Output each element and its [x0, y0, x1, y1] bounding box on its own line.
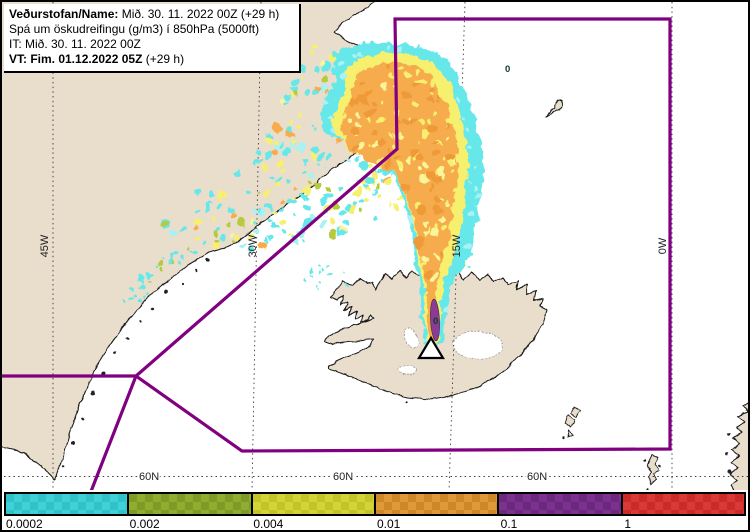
parallel-60n-label-1: 60N: [139, 471, 159, 483]
zero-contour-sea-label: 0: [505, 64, 510, 75]
meridian-30w-label: 30W: [247, 234, 259, 257]
concentration-legend-labels: 0.0002 0.002 0.004 0.01 0.1 1: [4, 517, 746, 531]
legend-value: 0.1: [500, 517, 518, 531]
legend-value: 1: [624, 517, 632, 531]
graticule-labels: 45W 30W 15W 0W 60N 60N 60N: [39, 234, 671, 484]
vent-concentration-streak: [430, 298, 440, 342]
meridian-45w-label: 45W: [39, 234, 51, 257]
advisory-boundary: [2, 17, 672, 495]
zero-contour-labels: 0 0: [433, 64, 510, 327]
boundary-extension-lines: [2, 374, 139, 495]
meridian-15w-label: 15W: [451, 234, 463, 257]
boundary-polygon: [133, 17, 672, 453]
legend-segment-0.01: [375, 494, 500, 514]
forecast-name-label: Veðurstofan/Name:: [9, 7, 119, 21]
parallel-60n-label-2: 60N: [333, 471, 353, 483]
jan-mayen-island: [545, 99, 564, 117]
norway-coast: [729, 402, 748, 493]
ash-plume: [320, 41, 484, 352]
legend-value: 0.004: [253, 517, 284, 531]
faroe-islands: [561, 406, 582, 440]
meridian-30w-line: [251, 2, 262, 492]
forecast-name-line: Veðurstofan/Name: Mið. 30. 11. 2022 00Z …: [9, 7, 295, 22]
parallel-60n-label-3: 60N: [527, 471, 547, 483]
concentration-legend-bar: [4, 492, 746, 516]
volcano-triangle-icon: [417, 335, 445, 360]
legend-segment-1: [622, 494, 744, 514]
forecast-name-value: Mið. 30. 11. 2022 00Z (+29 h): [118, 7, 280, 21]
shetland-islands: [643, 453, 662, 491]
legend-value: 0.0002: [6, 517, 43, 531]
forecast-vt-extra: (+29 h): [142, 52, 185, 66]
legend-value: 0.002: [129, 517, 160, 531]
forecast-vt-line: VT: Fim. 01.12.2022 05Z (+29 h): [9, 52, 295, 67]
legend-segment-0.002: [129, 494, 253, 514]
forecast-description-line: Spá um öskudreifingu (g/m3) í 850hPa (50…: [9, 22, 260, 36]
forecast-vt-label: VT: Fim. 01.12.2022 05Z: [9, 52, 143, 66]
zero-contour-vent-label: 0: [433, 316, 438, 327]
forecast-it-line: IT: Mið. 30. 11. 2022 00Z: [9, 37, 141, 51]
forecast-info-panel: Veðurstofan/Name: Mið. 30. 11. 2022 00Z …: [4, 4, 301, 73]
meridian-0w-label: 0W: [657, 237, 669, 254]
legend-segment-0.1: [499, 494, 623, 514]
legend-segment-0.0002: [6, 494, 130, 514]
legend-value: 0.01: [377, 517, 401, 531]
legend-segment-0.004: [252, 494, 376, 514]
